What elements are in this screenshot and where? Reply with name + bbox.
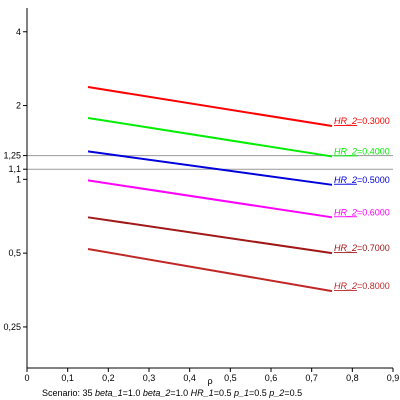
series-label: HR_2=0.7000 (334, 243, 390, 253)
x-tick-label: 0 (24, 373, 29, 383)
series-line (87, 216, 333, 255)
series-label: HR_2=0.8000 (334, 281, 390, 291)
x-axis-title: ρ (207, 376, 212, 386)
x-tick-label: 0,1 (61, 373, 74, 383)
y-tick-label: 2 (16, 101, 21, 111)
series-line (87, 86, 333, 128)
caption: Scenario: 35 beta_1=1.0 beta_2=1.0 HR_1=… (42, 388, 302, 398)
series: HR_2=0.3000 HR_2=0.4000 HR_2=0.5000 HR_2=0.… (87, 86, 390, 293)
series-line (87, 150, 333, 186)
y-tick-label: 4 (16, 27, 21, 37)
x-tick-label: 0,7 (305, 373, 318, 383)
x-tick-label: 0,2 (102, 373, 115, 383)
series-line (87, 247, 333, 293)
ticks: 0 0,1 0,2 0,3 0,4 0,5 0,6 0,7 0,8 0,9 0,25 0,5 11,1 1… (3, 27, 399, 383)
y-tick-label: 1,25 (3, 151, 21, 161)
x-tick-label: 0,4 (183, 373, 196, 383)
y-tick-label: 0,5 (8, 248, 21, 258)
x-tick-label: 0,6 (265, 373, 278, 383)
x-tick-label: 0,5 (224, 373, 237, 383)
axes (26, 8, 393, 369)
series-label: HR_2=0.5000 (334, 175, 390, 185)
series-line (87, 179, 333, 219)
series-line (87, 116, 333, 158)
x-tick-label: 0,3 (143, 373, 156, 383)
x-tick-label: 0,8 (346, 373, 359, 383)
y-tick-label: 1,1 (8, 164, 21, 174)
series-label: HR_2=0.6000 (334, 207, 390, 217)
series-label: HR_2=0.3000 (334, 116, 390, 126)
series-label: HR_2=0.4000 (334, 146, 390, 156)
x-tick-label: 0,9 (387, 373, 400, 383)
y-tick-label: 0,25 (3, 322, 21, 332)
y-tick-label: 1 (16, 174, 21, 184)
